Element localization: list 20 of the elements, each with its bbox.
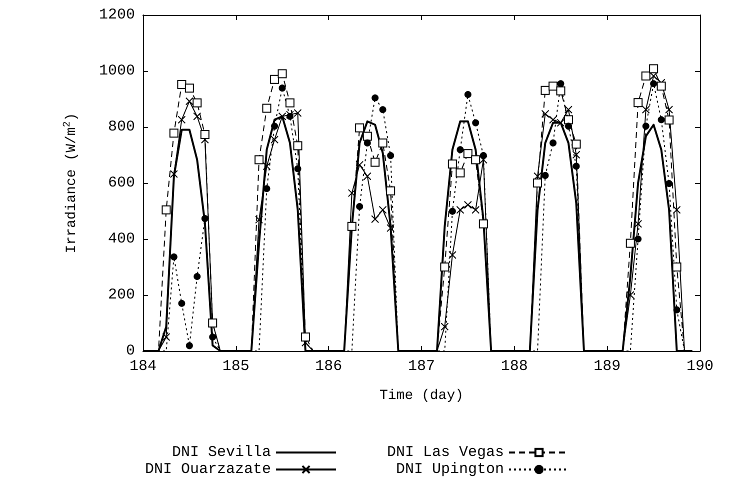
- x-tick-label: 190: [686, 358, 714, 375]
- x-tick-label: 184: [129, 358, 157, 375]
- y-tick-label: 0: [126, 342, 135, 360]
- x-tick-label: 186: [315, 358, 342, 375]
- y-tick-label: 1000: [98, 62, 135, 80]
- x-tick-label: 188: [500, 358, 528, 375]
- y-tick-label: 600: [108, 174, 135, 192]
- legend-label: DNI Upington: [396, 461, 504, 478]
- legend-label: DNI Ouarzazate: [144, 461, 272, 478]
- x-tick-label: 185: [222, 358, 250, 375]
- x-axis-title: Time (day): [379, 388, 464, 404]
- y-axis-title: Irradiance (W/m2): [62, 112, 80, 254]
- y-tick-label: 800: [108, 118, 135, 136]
- y-tick-label: 200: [108, 286, 135, 304]
- y-tick-label: 400: [108, 230, 135, 248]
- y-tick-label: 1200: [98, 6, 135, 24]
- legend-label: DNI Sevilla: [172, 444, 272, 461]
- x-tick-label: 189: [594, 358, 621, 375]
- legend-label: DNI Las Vegas: [386, 444, 504, 461]
- x-tick-label: 187: [408, 358, 436, 375]
